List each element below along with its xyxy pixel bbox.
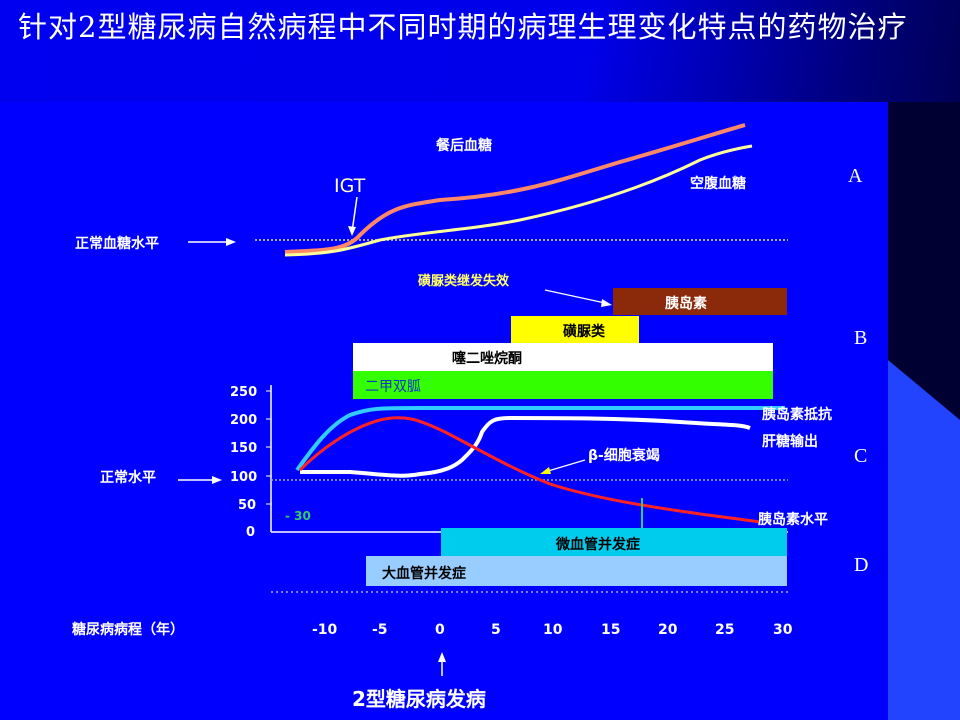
onset-label: 2型糖尿病发病: [352, 687, 486, 711]
bar-metformin-label: 二甲双胍: [365, 379, 421, 395]
normal-glucose-arrowhead: [226, 238, 236, 246]
insulin-level-label: 胰岛素水平: [758, 511, 828, 528]
x-tick-label: 10: [543, 622, 563, 638]
section-letter-c: C: [854, 445, 867, 467]
bar-tzd: [353, 343, 773, 371]
y-tick-label: 150: [230, 441, 257, 456]
x-tick-label: -5: [372, 622, 388, 638]
beta-cell-label: β-细胞衰竭: [588, 447, 660, 464]
y-tick-label: 0: [246, 525, 255, 540]
x-tick-label: -10: [312, 622, 338, 638]
x-axis-ticks: -10 -5 0 5 10 15 20 25 30: [312, 622, 793, 638]
su-failure-arrowhead: [601, 299, 612, 307]
fasting-glucose-curve: [284, 144, 753, 257]
bar-macrovascular-label: 大血管并发症: [382, 565, 466, 582]
y-tick-label: 100: [230, 470, 257, 485]
x-tick-label: 25: [715, 622, 734, 638]
hepatic-glucose-output-curve: [300, 415, 751, 478]
bar-sulfonylurea: [511, 316, 639, 343]
hepatic-label: 肝糖输出: [762, 433, 818, 450]
y-tick-label: 50: [238, 498, 256, 513]
insulin-level-curve: [298, 416, 761, 524]
x-tick-label: 20: [658, 622, 678, 638]
x-axis-label: 糖尿病病程（年）: [72, 621, 184, 638]
normal-level-arrowhead: [212, 476, 222, 484]
bar-tzd-label: 噻二唑烷酮: [452, 350, 522, 367]
section-letter-a: A: [848, 165, 863, 187]
postprandial-label: 餐后血糖: [435, 137, 492, 154]
x-tick-label: 30: [773, 622, 793, 638]
section-letter-b: B: [854, 327, 867, 349]
minus30-label: - 30: [285, 509, 311, 523]
normal-glucose-label: 正常血糖水平: [75, 235, 159, 252]
x-tick-label: 5: [491, 622, 501, 638]
x-tick-label: 0: [435, 622, 445, 638]
section-letter-d: D: [854, 554, 868, 576]
normal-level-label: 正常水平: [100, 469, 156, 486]
bar-insulin-label: 胰岛素: [665, 295, 707, 312]
postprandial-glucose-curve: [284, 123, 746, 254]
slide-title: 针对2型糖尿病自然病程中不同时期的病理生理变化特点的药物治疗: [18, 10, 908, 44]
y-axis-ticks: 250 200 150 100 50 0: [230, 385, 271, 540]
beta-cell-arrow: [547, 459, 586, 472]
bar-insulin: [613, 288, 787, 315]
su-failure-arrow: [544, 289, 606, 304]
y-tick-label: 200: [230, 413, 257, 428]
onset-arrowhead: [438, 652, 446, 662]
bar-microvascular-label: 微血管并发症: [555, 536, 640, 553]
igt-arrow: [351, 196, 358, 233]
beta-cell-arrowhead: [540, 467, 551, 474]
igt-label: IGT: [334, 175, 366, 197]
resistance-label: 胰岛素抵抗: [762, 406, 832, 423]
insulin-resistance-curve: [295, 406, 785, 472]
bar-metformin: [353, 371, 773, 399]
bar-microvascular: [441, 528, 787, 556]
y-tick-label: 250: [230, 385, 257, 400]
su-failure-label: 磺脲类继发失效: [418, 273, 510, 289]
bar-sulfonylurea-label: 磺脲类: [563, 323, 606, 340]
x-tick-label: 15: [601, 622, 620, 638]
figure-panel: [0, 102, 888, 720]
fasting-label: 空腹血糖: [690, 175, 746, 192]
igt-arrowhead: [348, 226, 356, 236]
bar-macrovascular: [366, 556, 787, 586]
decorative-shape: [888, 360, 960, 720]
